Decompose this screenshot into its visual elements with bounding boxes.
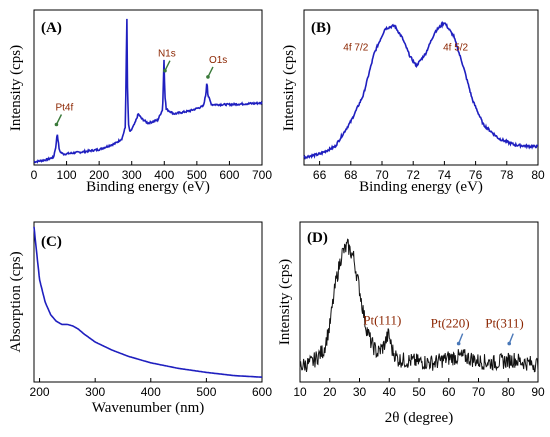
panel-a: (A) Binding energy (eV) Intensity (cps) …: [8, 0, 272, 195]
panel-b-ylabel: Intensity (cps): [281, 45, 297, 131]
panel-a-xtick-label: 700: [252, 168, 272, 182]
panel-a-xtick-label: 300: [122, 168, 142, 182]
panel-a-xtick-label: 200: [89, 168, 109, 182]
panel-a-xlabel: Binding energy (eV): [86, 179, 210, 195]
panel-b-label: (B): [311, 20, 331, 36]
panel-c-series-line: [33, 226, 262, 378]
panel-a-xtick-label: 500: [187, 168, 207, 182]
panel-b-xtick-label: 80: [531, 168, 545, 182]
panel-a-xtick-label: 600: [219, 168, 239, 182]
panel-a-annotation-arrow: [55, 114, 63, 125]
panel-b-frame: [303, 9, 539, 166]
panel-b-ticks: 66 68 70 72 74 76 78 80: [313, 161, 545, 182]
panel-d-annotation: Pt(220): [431, 316, 470, 331]
panel-a-annotation: O1s: [209, 55, 227, 66]
panel-a-xtick-label: 0: [31, 168, 38, 182]
panel-c-xtick-label: 300: [85, 385, 105, 399]
panel-c-frame: [33, 221, 263, 383]
panel-a-xtick-label: 400: [154, 168, 174, 182]
panel-b-xtick-label: 68: [344, 168, 358, 182]
panel-b-annotation: 4f 5/2: [443, 42, 468, 53]
panel-a-ylabel: Intensity (cps): [8, 45, 24, 131]
panel-b-xtick-label: 76: [469, 168, 483, 182]
panel-d-xtick-label: 70: [472, 385, 486, 399]
panel-d-xlabel: 2θ (degree): [385, 410, 453, 426]
panel-a-annotation-arrowhead: [163, 68, 167, 73]
panel-d-xtick-label: 10: [293, 385, 307, 399]
panel-d-annotation-arrowhead: [507, 341, 512, 346]
panel-b-xtick-label: 74: [438, 168, 452, 182]
panel-b-xtick-label: 72: [407, 168, 421, 182]
panel-c: (C) Wavenumber (nm) Absorption (cps) 200…: [8, 221, 272, 416]
panel-d-frame: [299, 221, 539, 383]
panel-d-ylabel: Intensity (cps): [277, 259, 293, 345]
panel-d-xtick-label: 90: [531, 385, 545, 399]
panel-a-xtick-label: 100: [57, 168, 77, 182]
panel-a-annotation: C1s: [105, 0, 123, 3]
panel-d-xtick-label: 40: [383, 385, 397, 399]
panel-d-annotations: Pt(111) Pt(220) Pt(311): [363, 312, 524, 346]
panel-b-xtick-label: 66: [313, 168, 327, 182]
panel-c-ticks: 200 300 400 500 600: [30, 378, 272, 399]
panel-b-xtick-label: 70: [375, 168, 389, 182]
panel-c-xtick-label: 500: [196, 385, 216, 399]
panel-a-annotation: Pt4f: [55, 103, 73, 114]
panel-c-xlabel: Wavenumber (nm): [92, 400, 205, 416]
panel-b: (B) Binding energy (eV) Intensity (cps) …: [281, 9, 545, 195]
panel-d-annotation: Pt(111): [363, 312, 401, 327]
panel-d-annotation-arrowhead: [456, 341, 461, 346]
panel-c-xtick-label: 600: [252, 385, 272, 399]
panel-b-annotations: 4f 7/2 4f 5/2: [343, 42, 468, 53]
panel-b-xtick-label: 78: [500, 168, 514, 182]
panel-a-annotation-arrowhead: [54, 122, 59, 127]
panel-a-series-line: [33, 18, 263, 164]
panel-a-annotations: C1s N1s O1s Pt4f: [54, 0, 227, 127]
panel-a-ticks: 0 100 200 300 400 500 600 700: [31, 161, 272, 182]
panel-d-ticks: 10 20 30 40 50 60 70 80 90: [293, 378, 545, 399]
panel-c-xtick-label: 400: [141, 385, 161, 399]
panel-a-annotation-arrow: [164, 60, 171, 72]
panel-b-xlabel: Binding energy (eV): [359, 179, 483, 195]
panel-d-xtick-label: 60: [442, 385, 456, 399]
panel-b-series-line: [303, 20, 539, 160]
panel-d-xtick-label: 30: [353, 385, 367, 399]
panel-d: (D) 2θ (degree) Intensity (cps) 10 20 30 40…: [277, 221, 545, 426]
panel-d-label: (D): [307, 230, 328, 246]
panel-a-label: (A): [41, 20, 62, 36]
panel-a-annotation-arrowhead: [206, 75, 210, 79]
panel-a-frame: [33, 9, 263, 166]
panel-d-xtick-label: 50: [412, 385, 426, 399]
panel-a-annotation: N1s: [158, 49, 176, 60]
panel-d-xtick-label: 80: [502, 385, 516, 399]
panel-c-ylabel: Absorption (cps): [8, 251, 24, 352]
panel-d-annotation: Pt(311): [485, 316, 524, 331]
panel-d-series-line: [299, 238, 539, 373]
panel-d-xtick-label: 20: [323, 385, 337, 399]
panel-c-xtick-label: 200: [30, 385, 50, 399]
panel-b-annotation: 4f 7/2: [343, 42, 368, 53]
panel-a-annotation-arrow: [207, 66, 214, 78]
panel-c-label: (C): [41, 234, 62, 250]
